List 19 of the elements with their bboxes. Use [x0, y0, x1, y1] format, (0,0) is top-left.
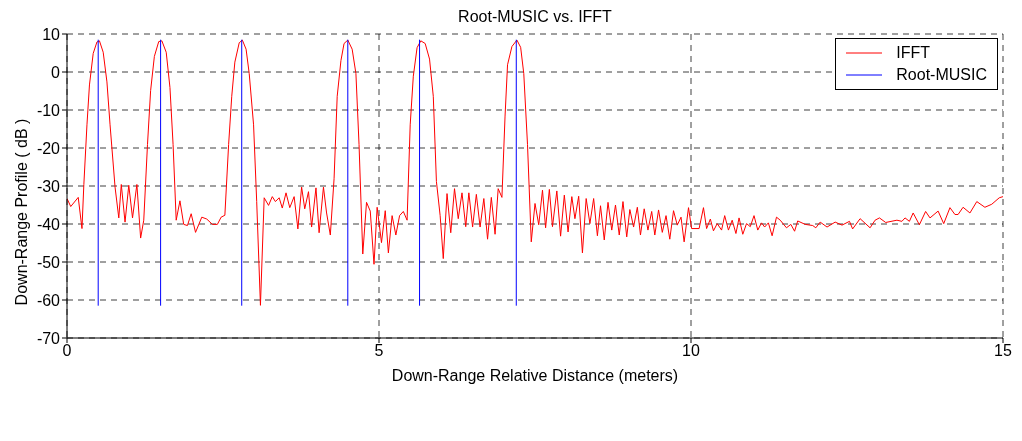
- x-axis-title: Down-Range Relative Distance (meters): [391, 367, 679, 384]
- y-tick-label: -40: [36, 215, 61, 233]
- x-tick-label: 0: [62, 342, 72, 360]
- x-tick-label: 10: [682, 342, 700, 360]
- legend-label: IFFT: [896, 43, 931, 63]
- line-series: [67, 39, 1003, 306]
- y-tick-label: -30: [36, 177, 61, 195]
- y-axis-title: Down-Range Profile ( dB ): [12, 118, 31, 306]
- y-tick-label: -50: [36, 253, 61, 271]
- y-tick-label: -20: [36, 139, 61, 157]
- y-tick-label: 10: [42, 25, 61, 43]
- x-tick-label: 15: [994, 342, 1012, 360]
- y-tick-label: -10: [36, 101, 61, 119]
- y-tick-label: 0: [51, 63, 61, 81]
- y-tick-label: -60: [36, 291, 61, 309]
- y-tick-label: -70: [36, 329, 61, 347]
- x-tick-label: 5: [374, 342, 384, 360]
- chart-title: Root-MUSIC vs. IFFT: [457, 8, 613, 26]
- legend-label: Root-MUSIC: [896, 65, 987, 85]
